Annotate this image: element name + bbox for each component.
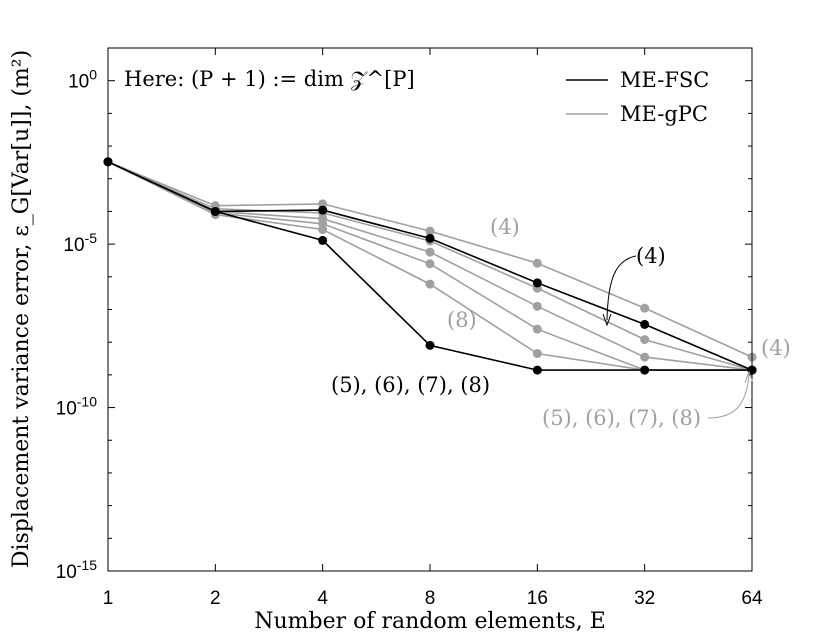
- arrow-gpc-5to8: [707, 375, 750, 419]
- x-tick-label: 8: [425, 588, 436, 609]
- data-point-me-gpc-4: [425, 226, 435, 236]
- label-gpc-8-mid: (8): [447, 308, 477, 332]
- arrowhead-fsc-4: [602, 313, 612, 327]
- data-point-me-gpc-4: [640, 303, 650, 313]
- x-tick-label: 32: [634, 588, 655, 609]
- y-tick-label: 10-15: [56, 557, 98, 583]
- y-tick-label: 10-10: [56, 394, 98, 420]
- data-point-me-gpc-6: [640, 352, 650, 362]
- x-tick-label: 64: [741, 588, 763, 609]
- legend: ME-FSC ME-gPC: [566, 68, 709, 126]
- y-tick-label: 10-5: [63, 230, 97, 256]
- data-point-me-gpc-8: [318, 225, 328, 235]
- y-tick-label: 100: [68, 67, 97, 93]
- ticks-layer: 1 2 4 8 16 32 64 100 10-5 10-10 10-15: [56, 47, 763, 609]
- x-axis-label: Number of random elements, E: [254, 609, 606, 634]
- data-point-me-fsc-5-8: [425, 340, 435, 350]
- data-point-me-fsc-5-8: [210, 206, 220, 216]
- label-fsc-4-mid: (4): [636, 244, 666, 268]
- annotation-top: Here: (P + 1) := dim 𝒵^[P]: [124, 67, 415, 91]
- label-fsc-5to8: (5), (6), (7), (8): [331, 373, 490, 397]
- data-point-me-gpc-6: [425, 247, 435, 257]
- data-point-me-gpc-7: [532, 324, 542, 334]
- data-point-me-fsc-5-8: [640, 365, 650, 375]
- data-point-me-fsc-4: [425, 233, 435, 243]
- data-point-me-fsc-5-8: [532, 365, 542, 375]
- x-tick-label: 4: [317, 588, 328, 609]
- x-tick-label: 2: [210, 588, 221, 609]
- legend-label-fsc: ME-FSC: [620, 68, 709, 92]
- data-point-me-gpc-8: [532, 349, 542, 359]
- arrow-fsc-4: [606, 255, 637, 321]
- data-point-me-gpc-5: [640, 335, 650, 345]
- legend-label-gpc: ME-gPC: [620, 102, 708, 126]
- label-gpc-4-end: (4): [761, 336, 791, 360]
- data-point-me-gpc-6: [532, 301, 542, 311]
- data-point-me-fsc-5-8: [318, 235, 328, 245]
- data-point-me-gpc-8: [425, 279, 435, 289]
- data-point-me-gpc-4: [532, 258, 542, 268]
- data-point-me-gpc-4: [318, 199, 328, 209]
- x-tick-label: 16: [527, 588, 548, 609]
- y-axis-label: Displacement variance error, ε_G[Var[u]]…: [9, 50, 34, 568]
- data-point-me-gpc-7: [425, 259, 435, 269]
- label-gpc-5to8-end: (5), (6), (7), (8): [542, 406, 701, 430]
- label-gpc-4-mid: (4): [490, 215, 520, 239]
- arrowhead-gpc-5to8: [744, 370, 754, 384]
- data-point-me-fsc-4: [532, 278, 542, 288]
- data-point-me-fsc-4: [318, 205, 328, 215]
- x-tick-label: 1: [103, 588, 114, 609]
- data-point-me-fsc-4: [640, 319, 650, 329]
